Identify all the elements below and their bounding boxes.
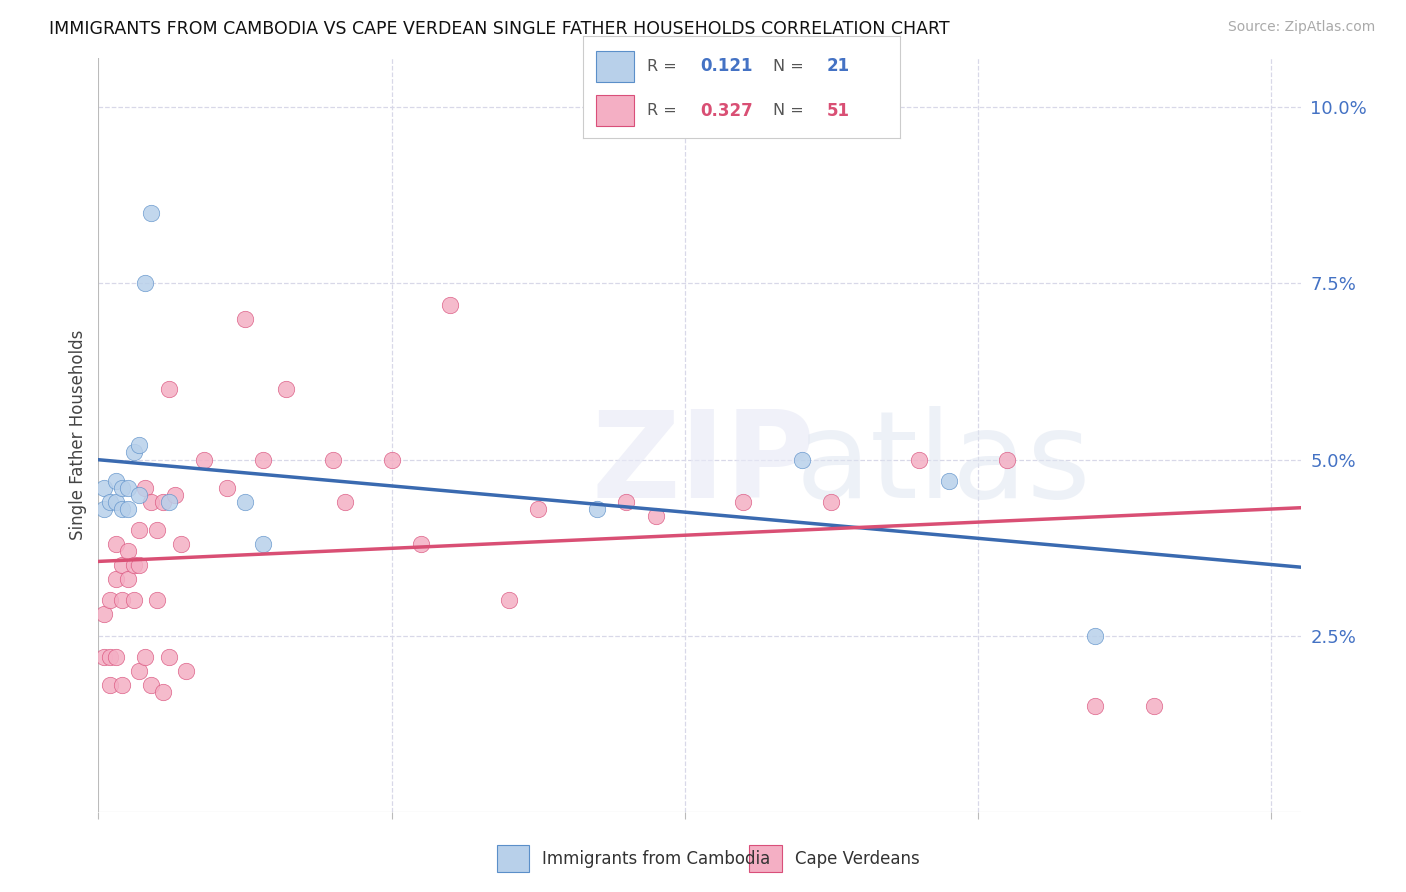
Text: Immigrants from Cambodia: Immigrants from Cambodia [543, 849, 770, 868]
Point [98, 678, 121, 692]
Text: ZIP: ZIP [592, 407, 815, 524]
Point [233, 311, 256, 326]
Point [134, 649, 156, 664]
Bar [498, 846, 530, 872]
Point [217, 481, 239, 495]
Point [322, 452, 344, 467]
Bar [596, 51, 634, 82]
Point [157, 495, 180, 509]
Point [105, 572, 128, 586]
Point [141, 678, 163, 692]
Point [111, 558, 134, 573]
Bar [596, 95, 634, 126]
Point [111, 501, 134, 516]
Point [93, 481, 115, 495]
Point [169, 537, 191, 551]
Point [381, 452, 404, 467]
Point [98, 495, 121, 509]
Point [333, 495, 356, 509]
Point [193, 452, 215, 467]
Point [93, 501, 115, 516]
Point [1084, 699, 1107, 714]
Point [498, 593, 520, 607]
Point [105, 649, 128, 664]
Text: 0.121: 0.121 [700, 57, 754, 76]
Point [128, 558, 150, 573]
Point [1084, 629, 1107, 643]
Text: Cape Verdeans: Cape Verdeans [794, 849, 920, 868]
Y-axis label: Single Father Households: Single Father Households [69, 330, 87, 540]
Point [409, 537, 432, 551]
Text: IMMIGRANTS FROM CAMBODIA VS CAPE VERDEAN SINGLE FATHER HOUSEHOLDS CORRELATION CH: IMMIGRANTS FROM CAMBODIA VS CAPE VERDEAN… [49, 20, 950, 37]
Point [1143, 699, 1166, 714]
Point [98, 649, 121, 664]
Point [117, 544, 139, 558]
Point [614, 495, 637, 509]
Point [117, 481, 139, 495]
Point [134, 481, 156, 495]
Point [157, 649, 180, 664]
Point [252, 537, 274, 551]
Point [733, 495, 755, 509]
Point [995, 452, 1018, 467]
Text: atlas: atlas [796, 407, 1091, 524]
Text: Source: ZipAtlas.com: Source: ZipAtlas.com [1227, 20, 1375, 34]
Point [176, 664, 198, 678]
Point [141, 206, 163, 220]
Text: R =: R = [647, 59, 682, 74]
Point [644, 508, 666, 523]
Text: 0.327: 0.327 [700, 102, 754, 120]
Point [105, 537, 128, 551]
Point [111, 678, 134, 692]
Point [252, 452, 274, 467]
Point [790, 452, 813, 467]
Point [128, 488, 150, 502]
Point [163, 488, 186, 502]
Bar [749, 846, 782, 872]
Point [122, 558, 145, 573]
Point [128, 664, 150, 678]
Point [274, 382, 297, 396]
Point [152, 685, 174, 699]
Point [157, 382, 180, 396]
Point [128, 523, 150, 537]
Point [820, 495, 842, 509]
Text: 21: 21 [827, 57, 851, 76]
Point [128, 438, 150, 452]
Text: R =: R = [647, 103, 682, 118]
Point [146, 593, 169, 607]
Text: N =: N = [773, 59, 810, 74]
Point [527, 501, 550, 516]
Point [105, 495, 128, 509]
Point [117, 501, 139, 516]
Point [122, 445, 145, 459]
Point [111, 481, 134, 495]
Point [908, 452, 931, 467]
Point [146, 523, 169, 537]
Point [122, 593, 145, 607]
Point [105, 474, 128, 488]
Text: N =: N = [773, 103, 810, 118]
Point [117, 572, 139, 586]
Point [111, 593, 134, 607]
Point [98, 593, 121, 607]
Point [93, 649, 115, 664]
Point [134, 277, 156, 291]
Point [938, 474, 960, 488]
Text: 51: 51 [827, 102, 851, 120]
Point [152, 495, 174, 509]
Point [93, 607, 115, 622]
Point [141, 495, 163, 509]
Point [439, 297, 461, 311]
Point [586, 501, 609, 516]
Point [233, 495, 256, 509]
